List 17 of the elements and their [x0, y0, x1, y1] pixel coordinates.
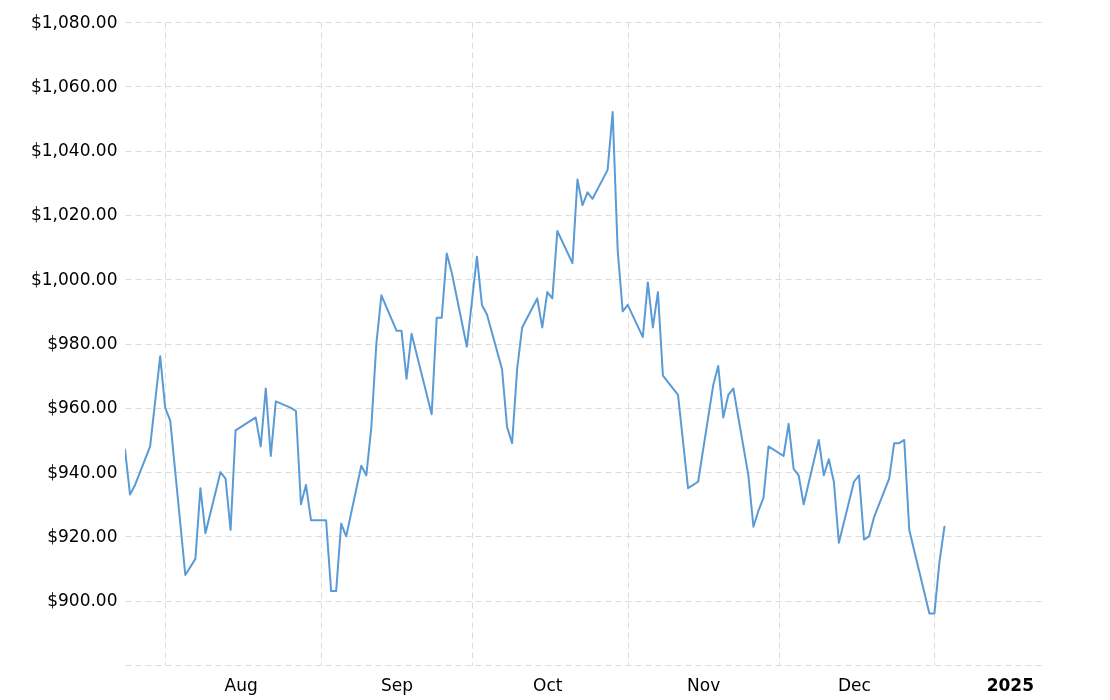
y-tick-label: $940.00	[47, 461, 118, 482]
x-tick-label: Nov	[687, 674, 721, 695]
y-tick-label: $1,080.00	[30, 11, 118, 32]
y-tick-label: $1,060.00	[30, 75, 118, 96]
x-tick-label: Oct	[533, 674, 563, 695]
line-series	[125, 111, 946, 615]
y-tick-label: $1,020.00	[30, 204, 118, 225]
y-tick-label: $980.00	[47, 333, 118, 353]
y-tick-label: $900.00	[47, 590, 118, 611]
y-tick-label: $960.00	[47, 397, 118, 418]
y-tick-label: $920.00	[47, 525, 118, 546]
y-tick-label: $1,000.00	[30, 268, 118, 289]
x-tick-label: Aug	[224, 674, 258, 695]
x-tick-label: 2025	[986, 674, 1034, 695]
x-tick-label: Sep	[380, 674, 413, 695]
x-tick-label: Dec	[838, 674, 871, 695]
y-tick-label: $1,040.00	[30, 140, 118, 161]
